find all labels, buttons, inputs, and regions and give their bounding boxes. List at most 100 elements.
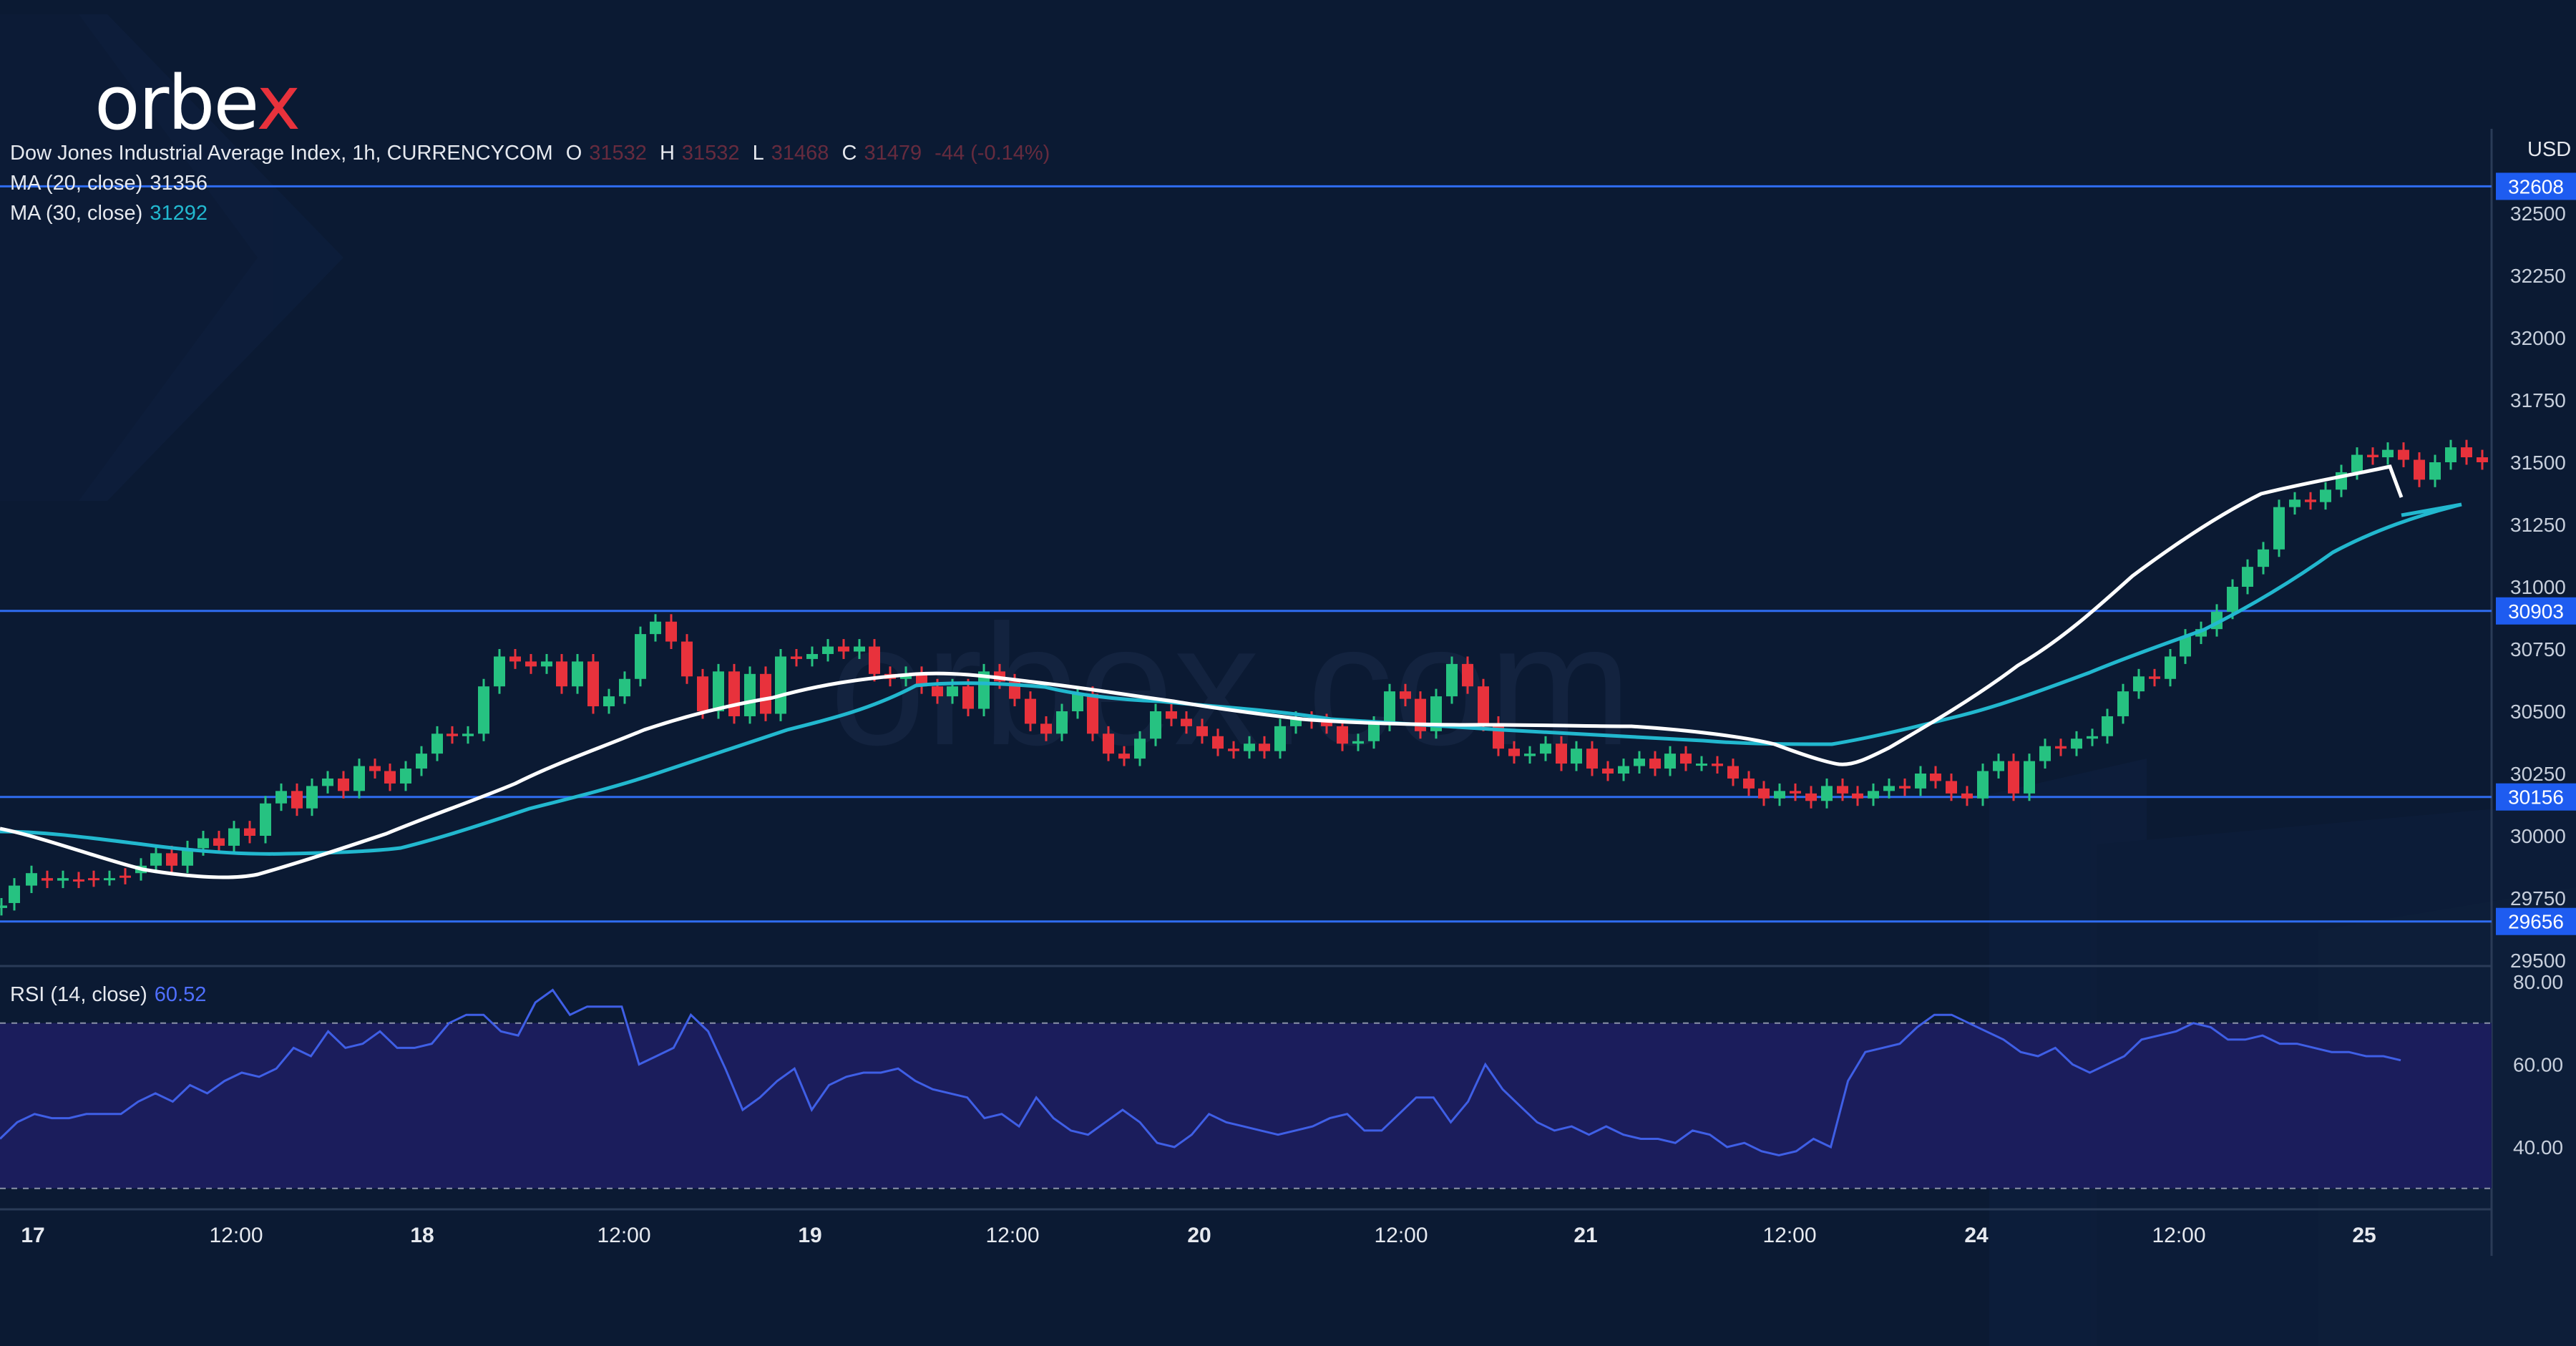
time-tick-label: 12:00 <box>209 1224 263 1247</box>
candle-down <box>2461 439 2472 465</box>
candle-body <box>962 686 974 709</box>
candle-body <box>1821 786 1833 801</box>
rsi-legend[interactable]: RSI (14, close) 60.52 <box>10 983 213 1007</box>
candle-body <box>1915 774 1926 789</box>
candle-up <box>822 639 834 662</box>
candle-body <box>2477 457 2488 462</box>
level-label: 30903 <box>2496 597 2576 625</box>
candle-body <box>338 778 349 791</box>
candle-body <box>1524 754 1536 756</box>
candle-down <box>1259 736 1270 759</box>
candle-down <box>1586 741 1598 776</box>
candle-body <box>665 621 677 642</box>
candle-body <box>2165 656 2176 679</box>
candle-body <box>2195 629 2207 637</box>
candle-up <box>104 870 115 886</box>
candle-body <box>228 828 240 846</box>
symbol-legend[interactable]: Dow Jones Industrial Average Index, 1h, … <box>10 142 1057 165</box>
price-tick-label: 32000 <box>2510 327 2566 349</box>
candle-body <box>384 771 396 784</box>
candle-down <box>1462 656 1473 694</box>
candle-down <box>1743 771 1755 796</box>
candle-up <box>306 778 318 816</box>
time-tick-label: 12:00 <box>1762 1224 1816 1247</box>
candle-up <box>1618 759 1629 781</box>
horizontal-levels <box>0 185 2492 923</box>
candle-body <box>1493 723 1504 749</box>
rsi-label: RSI (14, close) <box>10 983 147 1006</box>
candle-down <box>119 868 131 884</box>
candle-down <box>1727 759 1739 786</box>
price-tick-label: 30000 <box>2510 825 2566 847</box>
candle-down <box>1899 778 1911 796</box>
candle-body <box>2461 447 2472 458</box>
high-value: 31532 <box>681 142 740 165</box>
rsi-value: 60.52 <box>154 983 207 1006</box>
candle-up <box>494 649 505 694</box>
candle-up <box>1540 736 1551 761</box>
candle-body <box>1540 743 1551 754</box>
candle-body <box>1134 738 1146 759</box>
candle-up <box>1430 688 1442 739</box>
candle-up <box>1977 764 1989 806</box>
ma20-legend[interactable]: MA (20, close) 31356 <box>10 172 215 195</box>
candle-down <box>1602 761 1614 781</box>
candle-body <box>1774 791 1785 799</box>
time-axis[interactable]: 17 12:00 18 12:00 19 12:00 20 12:00 21 12:00 24 12:… <box>21 1224 2376 1247</box>
candle-body <box>291 791 303 809</box>
candle-down <box>1556 736 1567 771</box>
candle-down <box>1118 746 1130 766</box>
candle-up <box>2289 492 2301 515</box>
candle-down <box>1196 718 1208 744</box>
candle-body <box>1696 764 1707 766</box>
level-label-text: 29656 <box>2508 911 2564 933</box>
candle-body <box>1649 759 1661 769</box>
rsi-line <box>0 988 2401 1157</box>
candle-body <box>1228 748 1239 751</box>
candle-down <box>2367 447 2379 465</box>
candle-body <box>416 754 427 769</box>
candle-down <box>369 759 381 779</box>
candle-up <box>2071 731 2082 756</box>
rsi-tick-label: 40.00 <box>2513 1136 2563 1159</box>
open-label: O <box>565 142 582 165</box>
candle-body <box>1274 726 1286 751</box>
candle-down <box>2055 738 2067 756</box>
candle-body <box>1430 696 1442 731</box>
candle-down <box>1166 703 1177 726</box>
ma30-legend[interactable]: MA (30, close) 31292 <box>10 202 215 225</box>
price-axis[interactable]: 32608 30903 30156 29656 32500 32250 32000 31750… <box>2496 172 2576 972</box>
candle-up <box>775 649 786 721</box>
candle-body <box>1680 754 1692 764</box>
candle-body <box>0 905 7 908</box>
candle-body <box>1321 721 1332 726</box>
candle-body <box>322 778 333 786</box>
candle-down <box>838 639 849 659</box>
candle-up <box>2117 683 2129 724</box>
candle-up <box>1274 718 1286 759</box>
candle-down <box>556 653 567 694</box>
candle-up <box>744 666 756 724</box>
candle-body <box>2242 567 2253 587</box>
ma30-label: MA (30, close) <box>10 202 143 225</box>
candle-up <box>1524 746 1536 764</box>
high-label: H <box>659 142 675 165</box>
candle-body <box>2398 449 2409 460</box>
candle-body <box>854 646 865 652</box>
rsi-tick-label: 80.00 <box>2513 971 2563 993</box>
candle-body <box>2289 499 2301 507</box>
level-label-box <box>2496 172 2576 200</box>
candle-body <box>2102 716 2113 736</box>
candle-down <box>88 870 99 887</box>
candle-body <box>1883 786 1895 791</box>
candle-body <box>1337 726 1348 744</box>
candle-body <box>1993 761 2004 771</box>
candle-up <box>572 653 583 694</box>
candle-down <box>681 634 693 684</box>
candle-up <box>1134 731 1146 766</box>
rsi-axis: 80.00 60.00 40.00 <box>2513 971 2563 1159</box>
candle-body <box>603 696 615 707</box>
candle-down <box>291 783 303 816</box>
candle-body <box>1930 774 1941 781</box>
